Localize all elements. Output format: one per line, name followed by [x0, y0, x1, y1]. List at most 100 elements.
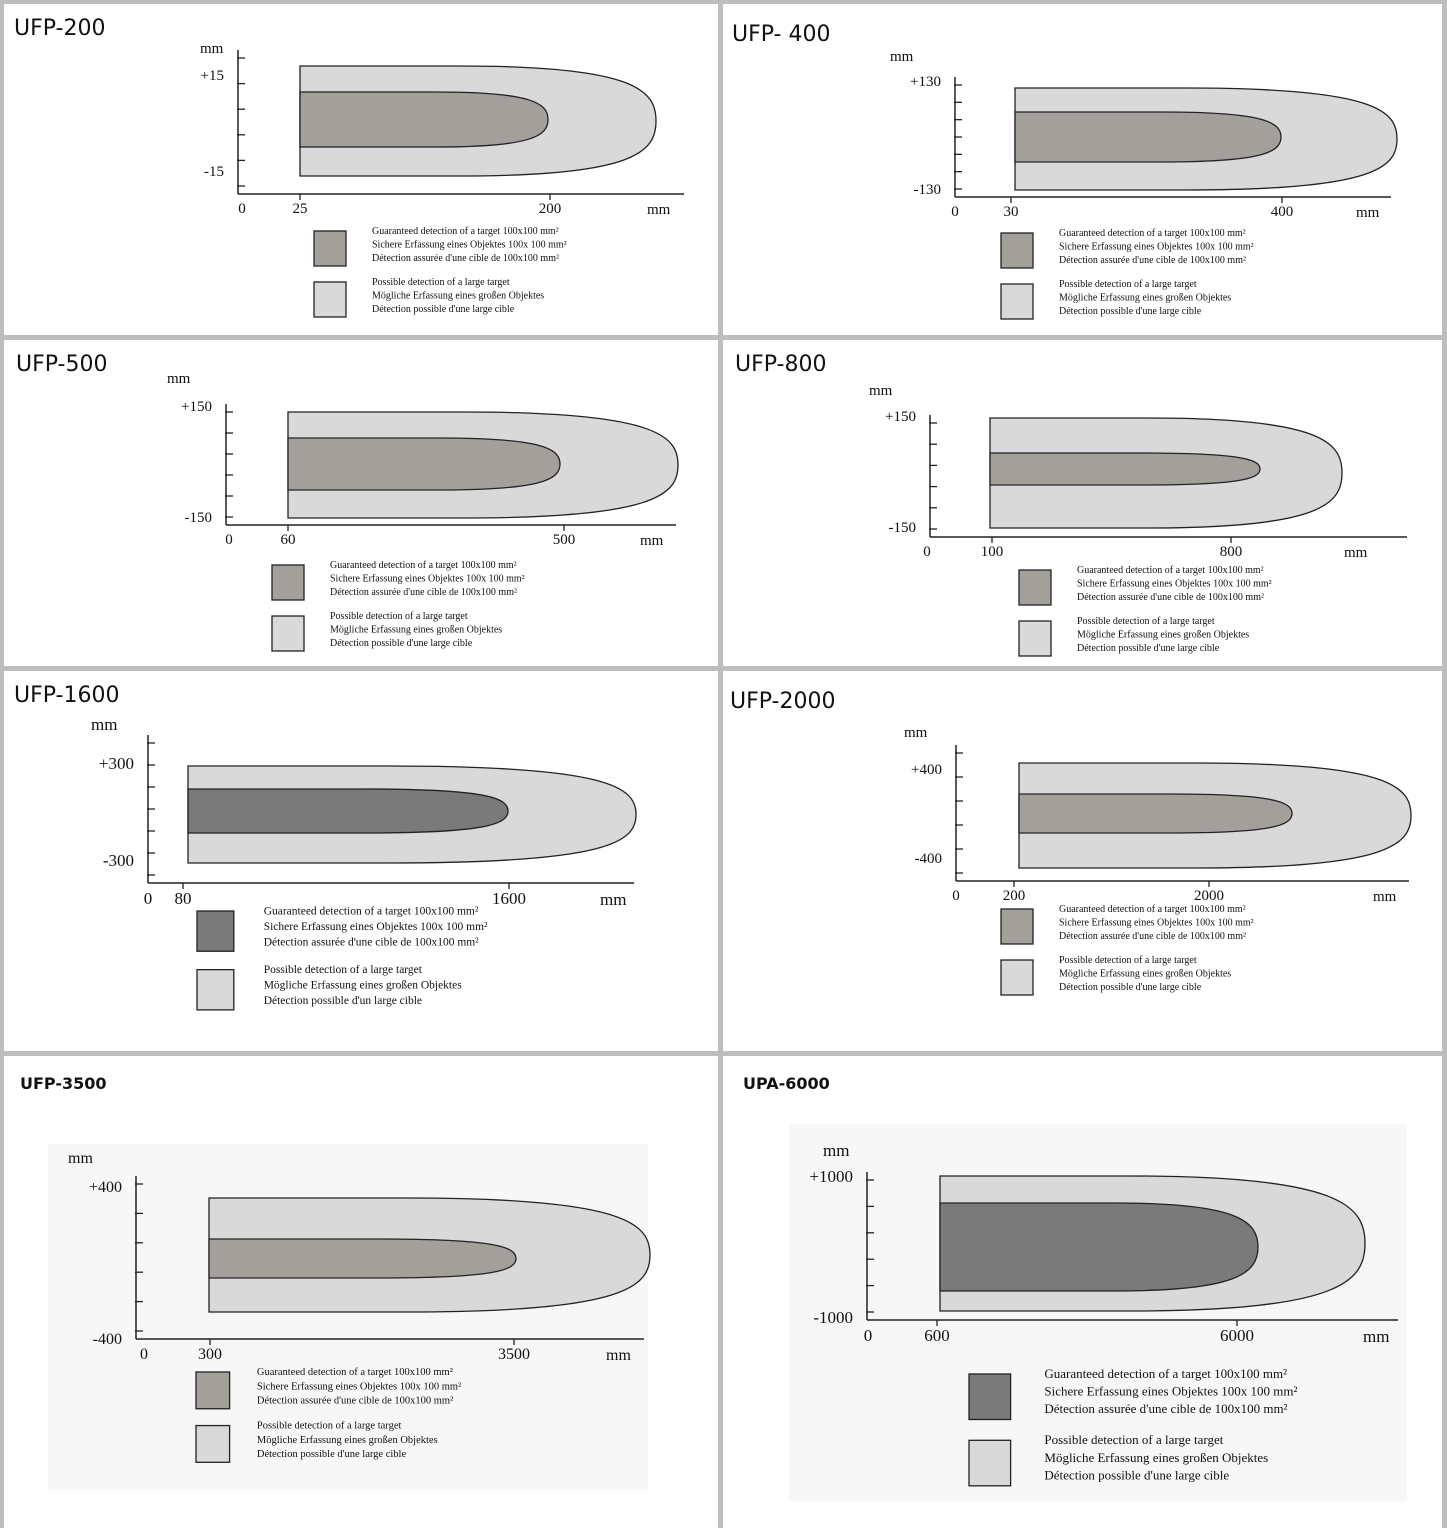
x-tick-label: 2000 — [1194, 888, 1224, 904]
y-tick-label-top: +150 — [885, 409, 916, 425]
panel-title: UFP- 400 — [732, 22, 831, 47]
legend-guaranteed-line: Guaranteed detection of a target 100x100… — [264, 905, 479, 917]
y-tick-label-bottom: -15 — [204, 164, 224, 180]
y-tick-label-top: +300 — [99, 754, 134, 773]
legend-possible-line: Détection possible d'une large cible — [330, 638, 473, 649]
x-unit-label: mm — [1344, 545, 1368, 561]
legend-swatch-possible — [271, 615, 305, 652]
x-tick-label: 30 — [1004, 204, 1019, 220]
y-tick-label-bottom: -1000 — [813, 1308, 853, 1327]
legend-swatch-possible — [1000, 959, 1034, 996]
x-unit-label: mm — [1356, 205, 1380, 221]
y-unit-label: mm — [200, 41, 224, 57]
y-tick-label-top: +150 — [181, 399, 212, 415]
legend-possible-line: Détection possible d'un large cible — [264, 995, 422, 1007]
legend-guaranteed-line: Sichere Erfassung eines Objektes 100x 10… — [372, 240, 567, 251]
legend-swatch-guaranteed — [1018, 569, 1052, 606]
y-tick-label-bottom: -150 — [889, 520, 917, 536]
x-tick-label: 0 — [144, 889, 153, 908]
y-unit-label: mm — [904, 725, 928, 741]
panel-title: UFP-3500 — [20, 1074, 107, 1093]
legend-swatch-possible — [196, 968, 235, 1011]
legend-guaranteed-line: Détection assurée d'une cible de 100x100… — [1044, 1401, 1287, 1416]
detection-range-diagram: mm +15 -15 0 25 200 mm Guaranteed detection of … — [200, 41, 684, 318]
legend-possible-line: Détection possible d'une large cible — [1044, 1467, 1229, 1482]
panel-title: UFP-500 — [16, 352, 108, 377]
legend-possible-line: Mögliche Erfassung eines großen Objektes — [330, 625, 502, 636]
detection-range-diagram: mm +400 -400 0 200 2000 mm Guaranteed detection… — [904, 725, 1412, 996]
x-tick-label: 60 — [281, 532, 296, 548]
x-tick-label: 300 — [198, 1346, 222, 1363]
x-tick-label: 400 — [1271, 204, 1294, 220]
legend-swatch-guaranteed — [196, 910, 235, 952]
guaranteed-detection-zone — [187, 788, 509, 834]
y-tick-label-top: +400 — [89, 1179, 122, 1196]
x-tick-label: 0 — [923, 544, 931, 560]
detection-range-diagram: mm +300 -300 0 80 1600 mm Guaranteed detection … — [91, 715, 637, 1011]
legend-guaranteed-line: Sichere Erfassung eines Objektes 100x 10… — [1059, 918, 1254, 929]
detection-range-diagram: mm +150 -150 0 100 800 mm Guaranteed detection … — [869, 383, 1407, 657]
legend-guaranteed-line: Guaranteed detection of a target 100x100… — [372, 226, 559, 237]
y-tick-label-top: +130 — [910, 74, 941, 90]
x-tick-label: 200 — [1003, 888, 1026, 904]
x-tick-label: 3500 — [498, 1346, 530, 1363]
x-tick-label: 800 — [1220, 544, 1243, 560]
legend-guaranteed-line: Sichere Erfassung eines Objektes 100x 10… — [330, 574, 525, 585]
x-tick-label: 0 — [951, 204, 959, 220]
legend-guaranteed-line: Guaranteed detection of a target 100x100… — [330, 560, 517, 571]
legend-swatch-guaranteed — [1000, 232, 1034, 269]
legend-swatch-possible — [313, 281, 347, 318]
legend-swatch-possible — [968, 1439, 1012, 1487]
panel-title: UFP-800 — [735, 352, 827, 377]
detection-range-diagram: mm +400 -400 0 300 3500 mm Guaranteed detection… — [68, 1150, 651, 1463]
detection-panel-3: UFP-500 mm +150 -150 0 60 500 mm Guaranteed dete… — [4, 340, 718, 666]
legend-swatch-guaranteed — [1000, 908, 1034, 945]
x-unit-label: mm — [1373, 889, 1397, 905]
panel-title: UPA-6000 — [743, 1074, 830, 1093]
x-tick-label: 1600 — [492, 889, 526, 908]
legend-swatch-possible — [1018, 620, 1052, 657]
legend-guaranteed-line: Sichere Erfassung eines Objektes 100x 10… — [1077, 579, 1272, 590]
legend-possible-line: Possible detection of a large target — [1059, 279, 1197, 290]
x-tick-label: 0 — [952, 888, 960, 904]
legend-guaranteed-line: Guaranteed detection of a target 100x100… — [1059, 228, 1246, 239]
x-unit-label: mm — [640, 533, 664, 549]
legend-possible-line: Possible detection of a large target — [1059, 955, 1197, 966]
legend-guaranteed-line: Sichere Erfassung eines Objektes 100x 10… — [257, 1381, 461, 1392]
legend-guaranteed-line: Détection assurée d'une cible de 100x100… — [1059, 931, 1246, 942]
detection-range-diagram: mm +1000 -1000 0 600 6000 mm Guaranteed detecti… — [809, 1141, 1398, 1487]
guaranteed-detection-zone — [989, 452, 1261, 486]
x-tick-label: 500 — [553, 532, 576, 548]
y-unit-label: mm — [68, 1150, 93, 1167]
legend-possible-line: Possible detection of a large target — [257, 1421, 402, 1432]
detection-range-diagram: mm +150 -150 0 60 500 mm Guaranteed detection o… — [167, 371, 679, 652]
y-tick-label-bottom: -300 — [103, 851, 134, 870]
x-tick-label: 100 — [981, 544, 1004, 560]
x-tick-label: 80 — [175, 889, 192, 908]
guaranteed-detection-zone — [939, 1202, 1259, 1292]
x-unit-label: mm — [1363, 1327, 1389, 1346]
legend-possible-line: Mögliche Erfassung eines großen Objektes — [264, 980, 463, 992]
legend-guaranteed-line: Guaranteed detection of a target 100x100… — [1044, 1366, 1287, 1381]
legend-possible-line: Détection possible d'une large cible — [257, 1449, 407, 1460]
legend-possible-line: Mögliche Erfassung eines großen Objektes — [1044, 1450, 1268, 1465]
panel-title: UFP-1600 — [14, 683, 120, 708]
x-tick-label: 25 — [293, 201, 308, 217]
legend-guaranteed-line: Sichere Erfassung eines Objektes 100x 10… — [1059, 242, 1254, 253]
legend-possible-line: Possible detection of a large target — [264, 964, 423, 976]
legend-possible-line: Mögliche Erfassung eines großen Objektes — [1077, 630, 1249, 641]
y-unit-label: mm — [890, 49, 914, 65]
legend-swatch-guaranteed — [968, 1373, 1012, 1421]
legend-possible-line: Mögliche Erfassung eines großen Objektes — [1059, 293, 1231, 304]
x-tick-label: 0 — [864, 1326, 873, 1345]
legend-guaranteed-line: Guaranteed detection of a target 100x100… — [1059, 904, 1246, 915]
legend-possible-line: Détection possible d'une large cible — [1059, 306, 1202, 317]
legend-possible-line: Détection possible d'une large cible — [372, 304, 515, 315]
y-tick-label-bottom: -150 — [185, 510, 213, 526]
detection-panel-1: UFP-200 mm +15 -15 0 25 200 mm Guaranteed detect… — [4, 4, 718, 335]
guaranteed-detection-zone — [287, 437, 561, 491]
guaranteed-detection-zone — [208, 1238, 517, 1279]
legend-guaranteed-line: Guaranteed detection of a target 100x100… — [257, 1367, 453, 1378]
guaranteed-detection-zone — [1018, 793, 1293, 834]
detection-panel-8: UPA-6000 mm +1000 -1000 0 600 6000 mm Guaranteed… — [723, 1056, 1442, 1528]
